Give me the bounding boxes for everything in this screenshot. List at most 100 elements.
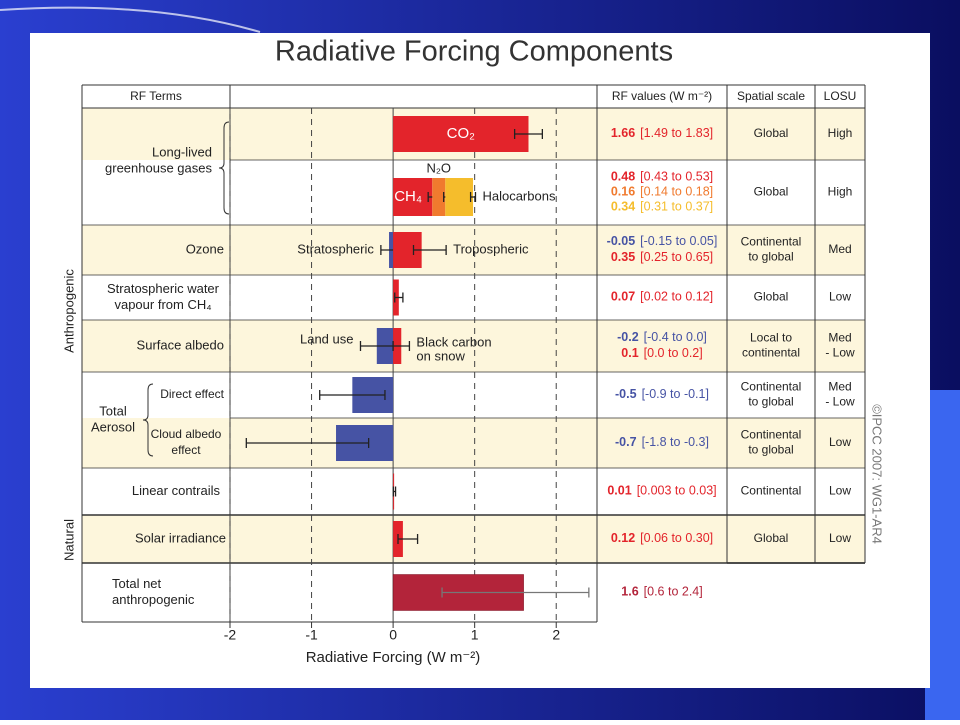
term-name: Halocarbons <box>482 188 555 203</box>
term-name: Stratospheric <box>297 241 374 256</box>
scale-text: Global <box>754 531 789 545</box>
bar <box>393 116 529 152</box>
row-band <box>82 418 865 468</box>
rf-value: 0.35 [0.25 to 0.65] <box>611 250 713 264</box>
row-band <box>82 515 865 563</box>
group-label: Long-lived <box>152 144 212 159</box>
x-tick-label: 2 <box>552 627 560 643</box>
rf-number: 1.66 <box>611 126 635 140</box>
rf-number: 0.48 <box>611 170 635 184</box>
group-label: Aerosol <box>91 419 135 434</box>
title: Radiative Forcing Components <box>275 36 673 68</box>
scale-text: Global <box>754 185 789 199</box>
row-band <box>82 225 865 275</box>
rf-value: -0.05 [-0.15 to 0.05] <box>607 234 718 248</box>
rf-range: [0.003 to 0.03] <box>637 484 717 498</box>
row-band <box>82 320 865 372</box>
rf-number: 0.12 <box>611 531 635 545</box>
rf-number: -0.05 <box>607 234 636 248</box>
rf-number: -0.2 <box>617 330 639 344</box>
losu-text: Med <box>828 380 851 394</box>
credit: ©IPCC 2007: WG1-AR4 <box>870 404 885 544</box>
rf-range: [0.02 to 0.12] <box>640 290 713 304</box>
losu-text: High <box>828 126 853 140</box>
row-label: anthropogenic <box>112 592 195 607</box>
term-name: Land use <box>300 331 354 346</box>
rf-value: 0.16 [0.14 to 0.18] <box>611 185 713 199</box>
term-name: Tropospheric <box>453 241 529 256</box>
scale-text: to global <box>748 250 793 264</box>
row-label: Total net <box>112 576 162 591</box>
brace <box>218 121 230 215</box>
rf-number: 1.6 <box>621 585 638 599</box>
row-label: vapour from CH₄ <box>114 297 211 312</box>
row-label: Linear contrails <box>132 483 221 498</box>
rf-number: 0.16 <box>611 185 635 199</box>
rf-value: 0.48 [0.43 to 0.53] <box>611 170 713 184</box>
losu-text: Med <box>828 331 851 345</box>
losu-text: High <box>828 185 853 199</box>
rf-number: 0.01 <box>607 484 631 498</box>
scale-text: Continental <box>741 235 802 249</box>
bar <box>393 178 433 216</box>
rf-value: 0.01 [0.003 to 0.03] <box>607 484 716 498</box>
rf-range: [-1.8 to -0.3] <box>642 435 709 449</box>
rf-number: 0.1 <box>621 346 638 360</box>
rf-range: [0.43 to 0.53] <box>640 170 713 184</box>
rf-range: [0.25 to 0.65] <box>640 250 713 264</box>
losu-text: - Low <box>825 395 855 409</box>
row-label: Direct effect <box>160 387 224 401</box>
rf-value: 0.34 [0.31 to 0.37] <box>611 200 713 214</box>
bar <box>445 178 474 216</box>
losu-text: - Low <box>825 346 855 360</box>
rf-value: 1.6 [0.6 to 2.4] <box>621 585 702 599</box>
rf-value: 0.1 [0.0 to 0.2] <box>621 346 702 360</box>
losu-text: Low <box>829 435 851 449</box>
side-label: Natural <box>61 519 76 561</box>
row-label: effect <box>171 443 201 457</box>
term-name: CH₄ <box>394 188 422 205</box>
row-label: Surface albedo <box>137 337 224 352</box>
x-axis-label: Radiative Forcing (W m⁻²) <box>306 649 481 666</box>
rf-value: -0.5 [-0.9 to -0.1] <box>615 387 709 401</box>
scale-text: Local to <box>750 331 792 345</box>
scale-text: Continental <box>741 484 802 498</box>
rf-number: 0.35 <box>611 250 635 264</box>
row-label: Stratospheric water <box>107 281 220 296</box>
rf-number: 0.07 <box>611 290 635 304</box>
header: RF Terms <box>130 89 182 103</box>
rf-value: 0.12 [0.06 to 0.30] <box>611 531 713 545</box>
rf-value: -0.2 [-0.4 to 0.0] <box>617 330 707 344</box>
rf-value: 0.07 [0.02 to 0.12] <box>611 290 713 304</box>
scale-text: Continental <box>741 380 802 394</box>
row-label: Cloud albedo <box>151 427 222 441</box>
rf-number: -0.7 <box>615 435 637 449</box>
bar <box>432 178 446 216</box>
group-label: Total <box>99 403 127 418</box>
term-name: Black carbon <box>416 334 491 349</box>
rf-range: [-0.4 to 0.0] <box>644 330 707 344</box>
header: RF values (W m⁻²) <box>612 89 712 103</box>
side-label: Anthropogenic <box>61 269 76 353</box>
rf-range: [0.31 to 0.37] <box>640 200 713 214</box>
rf-range: [1.49 to 1.83] <box>640 126 713 140</box>
term-name: on snow <box>416 348 465 363</box>
scale-text: Continental <box>741 428 802 442</box>
term-name: N₂O <box>427 160 452 175</box>
x-tick-label: 0 <box>389 627 397 643</box>
row-label: Ozone <box>186 241 224 256</box>
scale-text: Global <box>754 126 789 140</box>
brace <box>142 383 154 457</box>
header: Spatial scale <box>737 89 805 103</box>
x-tick-label: -1 <box>305 627 318 643</box>
x-tick-label: 1 <box>471 627 479 643</box>
rf-number: -0.5 <box>615 387 637 401</box>
losu-text: Low <box>829 484 851 498</box>
term-name: CO₂ <box>447 125 476 142</box>
rf-range: [0.06 to 0.30] <box>640 531 713 545</box>
rf-value: -0.7 [-1.8 to -0.3] <box>615 435 709 449</box>
losu-text: Low <box>829 290 851 304</box>
scale-text: to global <box>748 443 793 457</box>
chart: RF Terms RF values (W m⁻²) Spatial scale LO… <box>61 84 866 666</box>
rf-number: 0.34 <box>611 200 635 214</box>
